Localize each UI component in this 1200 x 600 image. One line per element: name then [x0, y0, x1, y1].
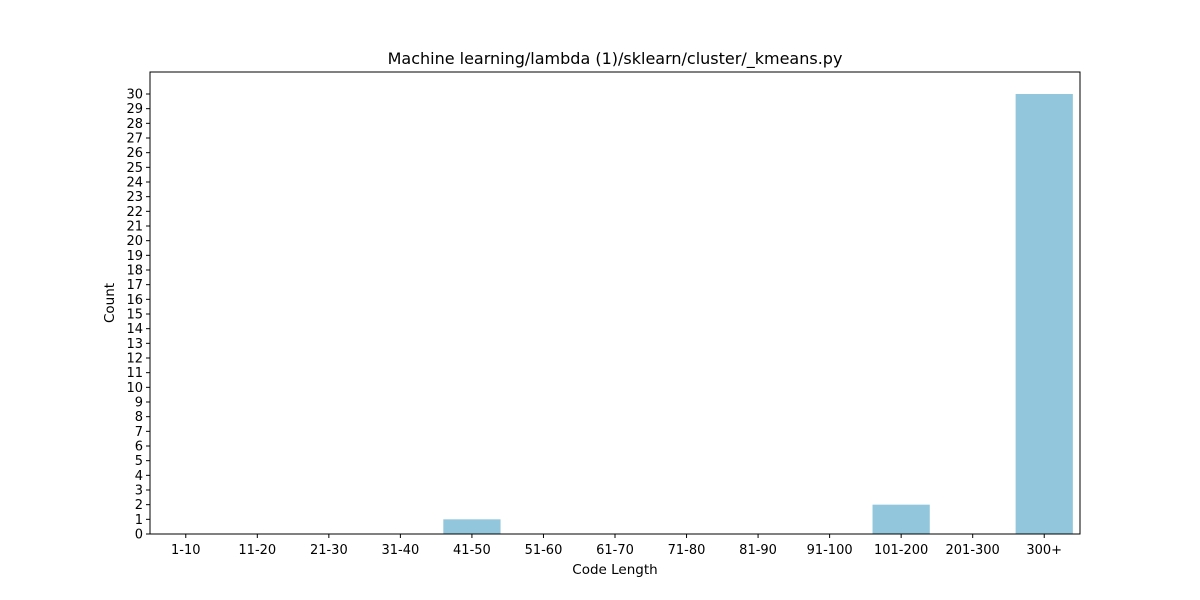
bars-group	[443, 94, 1073, 534]
bar-41-50	[443, 519, 501, 534]
x-tick-label: 300+	[1026, 543, 1062, 558]
y-tick-label: 4	[135, 469, 143, 484]
x-tick-label: 101-200	[874, 543, 928, 558]
plot-frame	[149, 71, 1081, 535]
y-tick-label: 17	[126, 278, 143, 293]
y-tick-label: 9	[135, 396, 143, 411]
x-tick-label: 81-90	[739, 543, 777, 558]
y-tick-label: 30	[126, 88, 143, 103]
y-tick-label: 2	[135, 498, 143, 513]
y-tick-label: 14	[126, 322, 143, 337]
x-tick-label: 51-60	[525, 543, 563, 558]
y-tick-label: 6	[135, 440, 143, 455]
y-tick-label: 22	[126, 205, 143, 220]
y-tick-label: 23	[126, 190, 143, 205]
y-tick-label: 1	[135, 513, 143, 528]
x-tick-label: 71-80	[668, 543, 706, 558]
y-tick-label: 25	[126, 161, 143, 176]
chart-title: Machine learning/lambda (1)/sklearn/clus…	[388, 49, 843, 69]
y-tick-label: 0	[135, 528, 143, 543]
bar-101-200	[872, 504, 930, 534]
x-axis-label: Code Length	[572, 562, 657, 578]
y-tick-label: 10	[126, 381, 143, 396]
x-tick-label: 1-10	[171, 543, 201, 558]
y-tick-label: 7	[135, 425, 143, 440]
y-tick-label: 11	[126, 366, 143, 381]
y-tick-label: 29	[126, 102, 143, 117]
x-tick-label: 41-50	[453, 543, 491, 558]
y-tick-label: 20	[126, 234, 143, 249]
x-tick-label: 91-100	[807, 543, 853, 558]
y-tick-label: 27	[126, 132, 143, 147]
y-tick-label: 18	[126, 264, 143, 279]
x-tick-label: 21-30	[310, 543, 348, 558]
y-tick-label: 28	[126, 117, 143, 132]
y-tick-label: 5	[135, 454, 143, 469]
x-axis-ticks: 1-10 11-20 21-30 31-40 41-50 51-60 61-70 71-80 8…	[171, 534, 1062, 558]
y-tick-label: 8	[135, 410, 143, 425]
y-axis-label: Count	[102, 283, 118, 323]
y-axis-ticks: 0123456789101112131415161718192021222324…	[126, 88, 150, 543]
x-tick-label: 31-40	[381, 543, 419, 558]
y-tick-label: 15	[126, 308, 143, 323]
y-tick-label: 16	[126, 293, 143, 308]
y-tick-label: 13	[126, 337, 143, 352]
axes-group	[149, 71, 1081, 535]
y-tick-label: 12	[126, 352, 143, 367]
bar-300+	[1015, 94, 1073, 534]
x-tick-label: 11-20	[238, 543, 276, 558]
y-tick-label: 26	[126, 146, 143, 161]
y-tick-label: 24	[126, 176, 143, 191]
y-tick-label: 19	[126, 249, 143, 264]
x-tick-label: 201-300	[946, 543, 1000, 558]
y-tick-label: 3	[135, 484, 143, 499]
y-tick-label: 21	[126, 220, 143, 235]
x-tick-label: 61-70	[596, 543, 634, 558]
